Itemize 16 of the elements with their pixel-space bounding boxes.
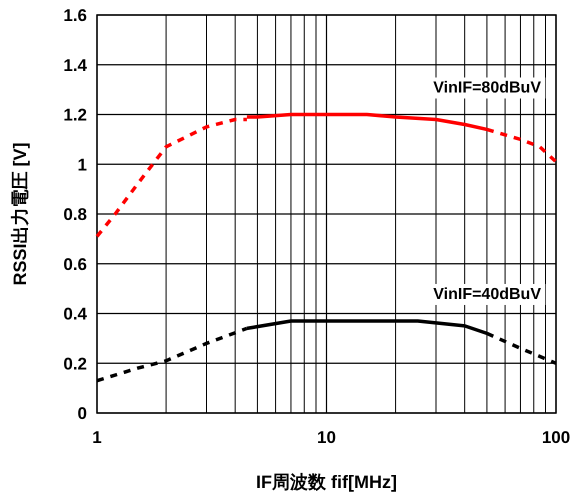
y-tick-label: 0.4 bbox=[63, 304, 88, 324]
y-tick-label: 1.4 bbox=[63, 56, 88, 75]
x-tick-label: 1 bbox=[92, 428, 102, 447]
y-tick-label: 1.6 bbox=[63, 6, 87, 25]
series-label: VinIF=80dBuV bbox=[433, 80, 542, 96]
y-tick-label: 0.2 bbox=[63, 354, 87, 374]
y-tick-label: 1 bbox=[78, 155, 87, 174]
x-axis-title: IF周波数 fif[MHz] bbox=[256, 472, 397, 492]
y-tick-label: 0.8 bbox=[63, 205, 87, 224]
y-tick-label: 0.6 bbox=[63, 254, 87, 274]
x-tick-label: 10 bbox=[317, 428, 336, 447]
y-axis-title: RSSI出力電圧 [V] bbox=[10, 142, 30, 286]
x-tick-label: 100 bbox=[542, 428, 570, 447]
y-tick-label: 0 bbox=[78, 404, 87, 423]
series-label: VinIF=40dBuV bbox=[433, 286, 542, 303]
y-tick-label: 1.2 bbox=[63, 106, 87, 124]
